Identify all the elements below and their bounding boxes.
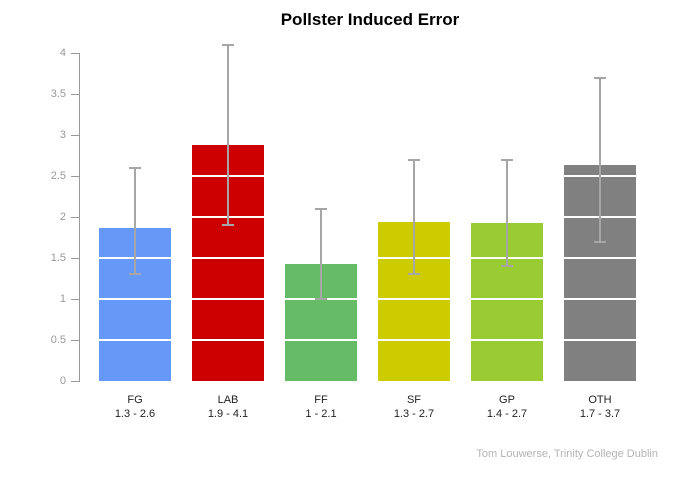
- y-tick-label: 2: [59, 211, 66, 223]
- error-bar-cap-bottom: [129, 273, 141, 276]
- error-bar-cap-top: [129, 166, 141, 169]
- error-bar-line-lab: [227, 44, 229, 226]
- y-axis-tick: [71, 135, 79, 136]
- x-range-label: 1 - 2.1: [305, 408, 337, 420]
- y-axis-tick: [71, 53, 79, 54]
- x-category-label: FF: [314, 394, 328, 406]
- x-category-label: SF: [406, 394, 422, 406]
- error-bar-cap-bottom: [222, 224, 234, 227]
- y-tick-label: 0.5: [50, 334, 66, 346]
- y-axis-tick: [71, 340, 79, 341]
- error-bar-cap-bottom: [315, 298, 327, 300]
- y-axis-tick: [71, 94, 79, 95]
- error-bar-cap-top: [501, 158, 513, 161]
- credit-text: Tom Louwerse, Trinity College Dublin: [476, 448, 658, 460]
- y-axis-line: [79, 53, 80, 382]
- x-category-label: GP: [499, 394, 515, 406]
- y-axis-tick: [71, 176, 79, 177]
- y-tick-label: 3: [59, 129, 66, 141]
- error-bar-line-sf: [413, 159, 415, 275]
- x-label-ff: FF 1 - 2.1: [275, 393, 367, 421]
- gridline: [80, 175, 656, 177]
- x-category-label: FG: [127, 394, 143, 406]
- error-bar-cap-top: [315, 207, 327, 210]
- x-range-label: 1.3 - 2.6: [114, 408, 156, 420]
- chart-title: Pollster Induced Error: [280, 10, 460, 29]
- x-range-label: 1.9 - 4.1: [207, 408, 249, 420]
- gridline: [80, 298, 656, 300]
- error-bar-cap-bottom: [408, 273, 420, 276]
- y-axis-tick: [71, 258, 79, 259]
- x-label-oth: OTH 1.7 - 3.7: [554, 393, 646, 421]
- error-bar-cap-bottom: [501, 265, 513, 268]
- error-bar-line-ff: [320, 208, 322, 299]
- x-label-fg: FG 1.3 - 2.6: [89, 393, 181, 421]
- error-bar-cap-top: [222, 43, 234, 46]
- gridline: [80, 216, 656, 218]
- y-tick-label: 1.5: [50, 252, 66, 264]
- error-bar-line-fg: [134, 167, 136, 275]
- x-range-label: 1.4 - 2.7: [486, 408, 528, 420]
- error-bar-line-oth: [599, 77, 601, 242]
- x-category-label: LAB: [217, 394, 239, 406]
- y-axis-tick: [71, 381, 79, 382]
- error-bar-cap-top: [594, 76, 606, 79]
- error-bar-cap-bottom: [594, 240, 606, 243]
- gridline: [80, 134, 656, 136]
- gridline: [80, 339, 656, 341]
- y-tick-label: 4: [59, 47, 66, 59]
- gridline: [80, 257, 656, 259]
- error-bar-line-gp: [506, 159, 508, 267]
- gridline: [80, 52, 656, 54]
- y-axis-tick: [71, 299, 79, 300]
- y-tick-label: 3.5: [50, 88, 66, 100]
- x-range-label: 1.3 - 2.7: [393, 408, 435, 420]
- y-tick-label: 0: [59, 375, 66, 387]
- y-tick-label: 1: [59, 293, 66, 305]
- x-label-lab: LAB 1.9 - 4.1: [182, 393, 274, 421]
- x-label-gp: GP 1.4 - 2.7: [461, 393, 553, 421]
- x-label-sf: SF 1.3 - 2.7: [368, 393, 460, 421]
- x-range-label: 1.7 - 3.7: [579, 408, 621, 420]
- x-category-label: OTH: [588, 394, 612, 406]
- y-tick-label: 2.5: [50, 170, 66, 182]
- gridline: [80, 93, 656, 95]
- error-bar-cap-top: [408, 158, 420, 161]
- y-axis-tick: [71, 217, 79, 218]
